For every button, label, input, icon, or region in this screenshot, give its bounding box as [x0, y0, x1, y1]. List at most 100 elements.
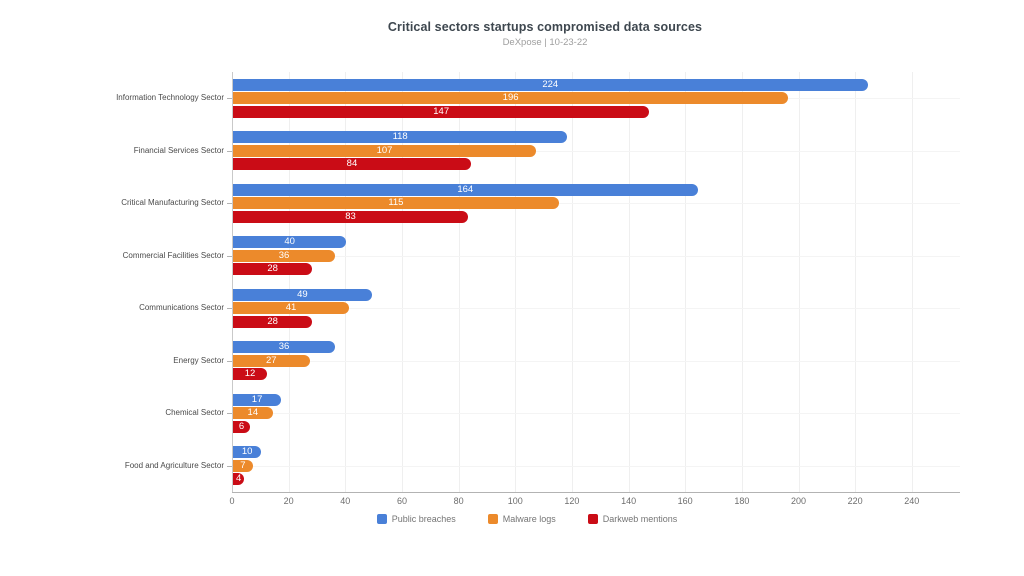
y-axis-line — [232, 72, 233, 492]
vertical-gridline — [288, 72, 290, 492]
vertical-gridline — [402, 72, 403, 492]
y-axis-tick — [227, 203, 232, 205]
bar-value-label: 28 — [267, 263, 278, 275]
bar-value-label: 4 — [236, 473, 242, 485]
vertical-gridline — [685, 72, 687, 492]
bar-malware-logs[interactable]: 14 — [233, 407, 273, 420]
x-axis-tick-label: 60 — [396, 496, 407, 506]
bar-value-label: 27 — [265, 354, 277, 366]
category-label: Food and Agriculture Sector — [124, 460, 224, 470]
bar-value-label: 14 — [247, 407, 259, 419]
legend-label: Public breaches — [391, 514, 456, 524]
y-axis-tick — [227, 255, 232, 257]
bar-public-breaches[interactable]: 40 — [233, 236, 347, 249]
x-axis-tick-label: 120 — [564, 496, 580, 506]
vertical-gridline — [345, 72, 347, 492]
x-axis-tick-label: 40 — [340, 496, 351, 506]
bar-darkweb-mentions[interactable]: 12 — [233, 368, 267, 381]
horizontal-gridline — [232, 255, 960, 257]
legend-label: Darkweb mentions — [602, 514, 678, 524]
horizontal-gridline — [232, 465, 960, 467]
y-axis-tick — [227, 308, 232, 310]
bar-value-label: 36 — [278, 249, 290, 261]
x-axis-tick-label: 160 — [677, 496, 693, 506]
bar-public-breaches[interactable]: 49 — [233, 288, 372, 301]
bar-value-label: 17 — [251, 393, 263, 405]
bar-value-label: 196 — [502, 92, 519, 104]
bar-value-label: 164 — [457, 183, 474, 195]
bar-malware-logs[interactable]: 41 — [233, 302, 350, 315]
category-label: Critical Manufacturing Sector — [121, 198, 224, 208]
legend-item-public-breaches[interactable]: Public breaches — [376, 514, 456, 524]
bar-value-label: 83 — [345, 210, 356, 222]
bar-malware-logs[interactable]: 115 — [233, 197, 559, 210]
category-label: Communications Sector — [139, 303, 224, 313]
bar-malware-logs[interactable]: 36 — [233, 249, 335, 262]
bar-value-label: 10 — [241, 446, 253, 458]
bar-value-label: 7 — [240, 459, 246, 471]
bar-malware-logs[interactable]: 7 — [233, 459, 253, 472]
vertical-gridline — [798, 72, 800, 492]
x-axis-line — [232, 492, 960, 493]
bar-darkweb-mentions[interactable]: 28 — [233, 263, 313, 276]
bar-malware-logs[interactable]: 27 — [233, 354, 310, 367]
bar-value-label: 6 — [238, 420, 245, 432]
y-axis-tick — [227, 360, 232, 362]
category-label: Chemical Sector — [165, 408, 224, 418]
x-axis-tick-label: 220 — [847, 496, 863, 506]
y-axis-tick — [227, 413, 232, 415]
bar-public-breaches[interactable]: 10 — [233, 446, 262, 459]
x-axis-tick-label: 80 — [453, 496, 464, 506]
x-axis-tick-label: 20 — [283, 496, 294, 506]
legend-item-malware-logs[interactable]: Malware logs — [487, 514, 556, 524]
vertical-gridline — [571, 72, 573, 492]
bar-value-label: 28 — [267, 315, 278, 327]
legend-swatch — [487, 514, 498, 524]
bar-public-breaches[interactable]: 36 — [233, 341, 335, 354]
horizontal-gridline — [232, 203, 960, 205]
x-axis-tick-label: 0 — [229, 496, 235, 506]
bar-value-label: 147 — [433, 105, 450, 117]
bar-public-breaches[interactable]: 118 — [233, 131, 568, 144]
legend-item-darkweb-mentions[interactable]: Darkweb mentions — [587, 514, 678, 524]
horizontal-gridline — [232, 413, 960, 415]
legend-swatch — [376, 514, 387, 524]
bar-darkweb-mentions[interactable]: 4 — [233, 473, 245, 486]
bar-value-label: 115 — [388, 197, 404, 209]
bar-public-breaches[interactable]: 224 — [233, 78, 868, 91]
legend: Public breaches Malware logs Darkweb menti… — [0, 514, 1024, 524]
bar-public-breaches[interactable]: 164 — [233, 183, 698, 196]
bar-malware-logs[interactable]: 196 — [233, 92, 789, 105]
plot-area: 224 196 147 118 107 84 164 115 83 40 36 28 49 41 28 36 2… — [232, 72, 960, 493]
category-label: Commercial Facilities Sector — [122, 250, 224, 260]
y-axis-tick — [227, 150, 232, 152]
chart-subtitle: DeXpose | 10-23-22 — [502, 37, 588, 48]
x-axis-tick-label: 200 — [790, 496, 807, 506]
bar-value-label: 49 — [297, 288, 308, 300]
bar-value-label: 36 — [278, 341, 290, 353]
bar-darkweb-mentions[interactable]: 83 — [233, 210, 469, 223]
bar-darkweb-mentions[interactable]: 6 — [233, 420, 250, 433]
category-label: Information Technology Sector — [116, 93, 224, 103]
legend-label: Malware logs — [502, 514, 556, 524]
x-axis-tick-label: 240 — [904, 496, 920, 506]
chart-title: Critical sectors startups compromised da… — [387, 20, 703, 34]
bar-value-label: 41 — [285, 302, 297, 314]
bar-darkweb-mentions[interactable]: 147 — [233, 105, 650, 118]
y-axis-tick — [227, 465, 232, 467]
bar-darkweb-mentions[interactable]: 28 — [233, 315, 313, 328]
bar-malware-logs[interactable]: 107 — [233, 144, 537, 157]
category-label: Energy Sector — [173, 355, 224, 365]
vertical-gridline — [628, 72, 630, 492]
bar-value-label: 118 — [392, 131, 408, 143]
x-axis-tick-label: 100 — [507, 496, 523, 506]
bar-public-breaches[interactable]: 17 — [233, 393, 282, 406]
bar-darkweb-mentions[interactable]: 84 — [233, 158, 471, 171]
bar-value-label: 40 — [284, 236, 295, 248]
bar-value-label: 107 — [376, 144, 393, 156]
vertical-gridline — [458, 72, 460, 492]
y-axis-tick — [227, 98, 232, 100]
category-label: Financial Services Sector — [133, 145, 224, 155]
vertical-gridline — [741, 72, 743, 492]
